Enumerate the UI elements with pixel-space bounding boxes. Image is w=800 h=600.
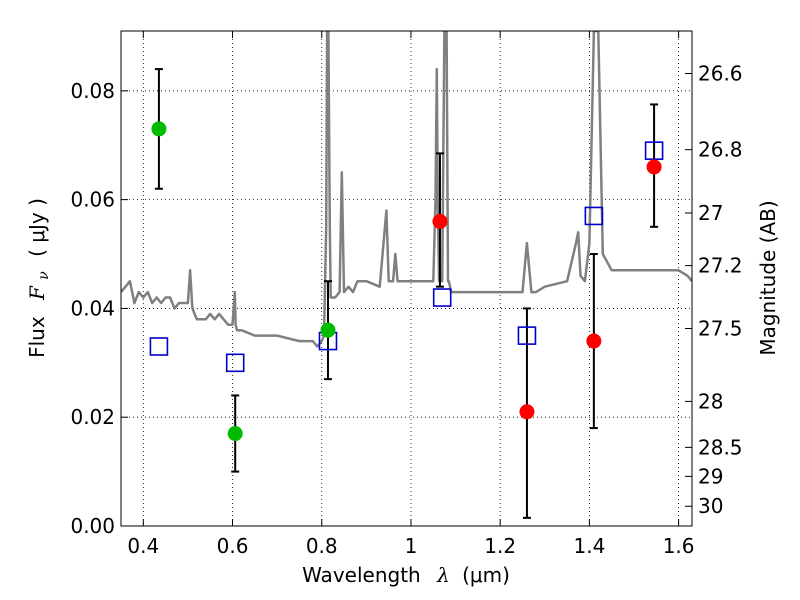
y-axis-title: Flux F ν ( μJy ): [25, 198, 53, 358]
model-photometry-square: [432, 288, 452, 307]
mag-tick-label: 27: [698, 201, 723, 225]
x-tick-label: 1.2: [484, 534, 516, 558]
x-axis-title-unit: (μm): [462, 563, 510, 587]
y-tick-label: 0.08: [70, 79, 115, 103]
y2-axis-title: Magnitude (AB): [756, 200, 780, 355]
x-axis-title-text: Wavelength: [302, 563, 421, 587]
observed-point: [432, 213, 448, 229]
mag-tick-label: 28: [698, 389, 723, 413]
markers-layer: [149, 121, 664, 442]
observed-point: [320, 322, 336, 338]
mag-tick-label: 27.2: [698, 254, 743, 278]
y-tick-label: 0.00: [70, 514, 115, 538]
template-spectrum-line: [121, 31, 692, 348]
model-photometry-square: [644, 141, 664, 160]
plot-frame: [120, 30, 693, 527]
observed-point: [646, 159, 662, 175]
x-tick-label: 0.4: [127, 534, 159, 558]
y-axis-title-symbol: F: [25, 285, 49, 301]
mag-tick-label: 28.5: [698, 435, 743, 459]
y-tick-label: 0.04: [70, 296, 115, 320]
y-tick-label: 0.02: [70, 405, 115, 429]
x-axis-title-symbol: λ: [436, 563, 450, 587]
observed-point: [151, 121, 167, 137]
y-axis-title-text: Flux: [25, 316, 49, 358]
x-tick-label: 1.6: [663, 534, 695, 558]
observed-point: [519, 404, 535, 420]
y-axis-title-unit: ( μJy ): [25, 198, 49, 257]
mag-tick-label: 27.5: [698, 316, 743, 340]
observed-point: [586, 333, 602, 349]
observed-point: [227, 426, 243, 442]
mag-tick-label: 29: [698, 464, 723, 488]
mag-tick-label: 26.6: [698, 62, 743, 86]
model-photometry-square: [149, 337, 169, 356]
x-tick-label: 1.4: [573, 534, 605, 558]
mag-tick-label: 30: [698, 494, 723, 518]
model-photometry-square: [517, 326, 537, 345]
model-photometry-square: [225, 353, 245, 373]
mag-tick-label: 26.8: [698, 138, 743, 162]
ticks-layer: 0.4 0.6 0.8 1 1.2 1.4 1.6 0.00 0.02 0.04 0.06 0.08 2…: [70, 31, 743, 558]
x-tick-label: 0.8: [306, 534, 338, 558]
template-spectrum-layer: [121, 31, 692, 348]
x-tick-label: 0.6: [217, 534, 249, 558]
y-axis-title-subscript: ν: [36, 271, 52, 280]
y-tick-label: 0.06: [70, 188, 115, 212]
model-photometry-square: [584, 206, 604, 226]
x-axis-title: Wavelength λ (μm): [302, 563, 510, 587]
grid: [121, 31, 692, 527]
x-tick-label: 1: [405, 534, 418, 558]
